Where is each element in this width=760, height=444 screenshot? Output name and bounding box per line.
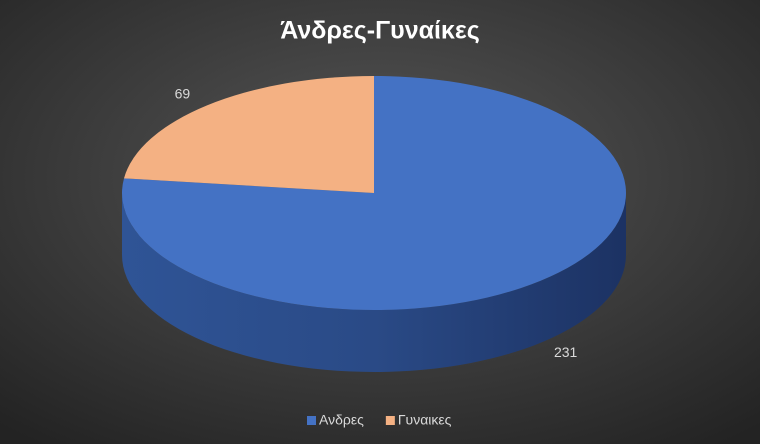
- legend-swatch: [307, 416, 316, 425]
- legend-label: Ανδρες: [319, 412, 364, 428]
- pie-slice: [123, 76, 375, 193]
- legend-label: Γυναικες: [398, 412, 452, 428]
- chart-title: Άνδρες-Γυναίκες: [280, 17, 479, 45]
- pie-side: [122, 193, 626, 372]
- data-label: 69: [175, 85, 191, 101]
- legend-swatch: [385, 416, 395, 425]
- data-label: 231: [554, 344, 578, 360]
